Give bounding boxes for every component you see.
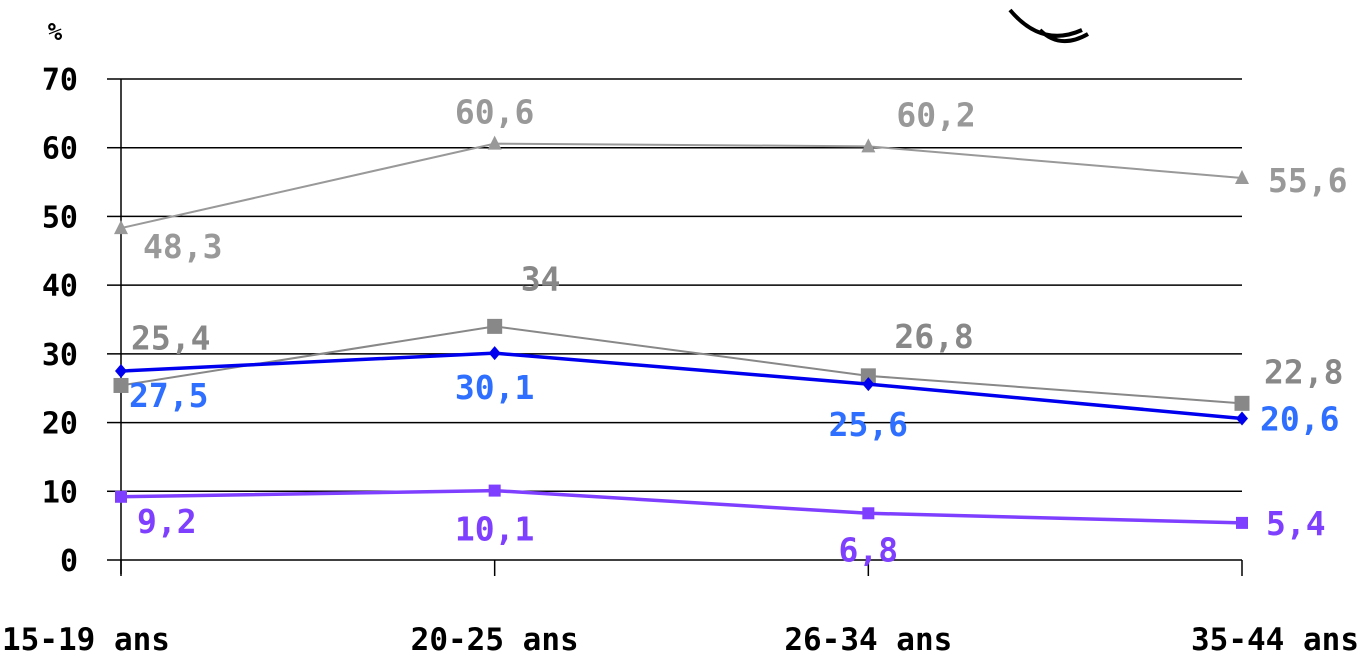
data-point-square	[113, 377, 129, 393]
series-line-2	[120, 325, 1243, 405]
x-category-label: 26-34 ans	[784, 622, 952, 658]
data-point-triangle	[1235, 169, 1249, 184]
data-point-square	[487, 318, 503, 334]
data-label: 48,3	[143, 227, 222, 266]
data-label: 25,6	[829, 405, 908, 444]
data-label: 55,6	[1268, 161, 1347, 200]
data-label: 6,8	[839, 530, 899, 569]
x-category-label: 20-25 ans	[411, 622, 579, 658]
data-point-triangle	[487, 135, 502, 150]
data-point-diamond	[488, 346, 501, 361]
data-label: 60,2	[896, 95, 975, 134]
y-tick-label: 40	[42, 269, 78, 304]
data-label: 30,1	[455, 368, 534, 407]
y-tick-label: 0	[60, 544, 78, 579]
data-label: 27,5	[129, 376, 208, 415]
data-point-square	[1234, 395, 1250, 411]
y-tick-label: 10	[42, 475, 78, 510]
y-tick-label: 60	[42, 132, 78, 167]
y-tick-label: 30	[42, 338, 78, 373]
data-point-diamond	[862, 377, 875, 392]
y-tick-label: 70	[42, 63, 78, 98]
cropped-title-fragment	[1008, 8, 1089, 43]
data-point-square	[860, 368, 876, 384]
data-label: 20,6	[1260, 399, 1339, 438]
data-label: 5,4	[1266, 504, 1326, 543]
data-point-square	[488, 484, 501, 497]
series-line-4	[120, 488, 1243, 525]
y-axis-label: %	[48, 18, 63, 46]
x-category-label: 15-19 ans	[2, 622, 170, 658]
y-tick-label: 50	[42, 200, 78, 235]
data-label: 22,8	[1264, 352, 1343, 391]
x-category-label: 35-44 ans	[1191, 622, 1359, 658]
data-point-diamond	[115, 364, 127, 379]
series-line-1	[120, 142, 1243, 230]
data-label: 10,1	[455, 510, 534, 549]
data-point-triangle	[861, 138, 876, 153]
data-label: 9,2	[137, 502, 197, 541]
series-line-3	[120, 351, 1243, 421]
data-point-triangle	[114, 220, 128, 235]
data-point-diamond	[1236, 411, 1248, 426]
data-label: 34	[521, 259, 561, 298]
data-point-square	[862, 507, 875, 520]
y-tick-label: 20	[42, 407, 78, 442]
data-label: 60,6	[455, 93, 534, 132]
data-point-square	[115, 490, 127, 503]
data-label: 26,8	[894, 317, 973, 356]
data-point-square	[1236, 516, 1248, 529]
data-label: 25,4	[131, 318, 210, 357]
